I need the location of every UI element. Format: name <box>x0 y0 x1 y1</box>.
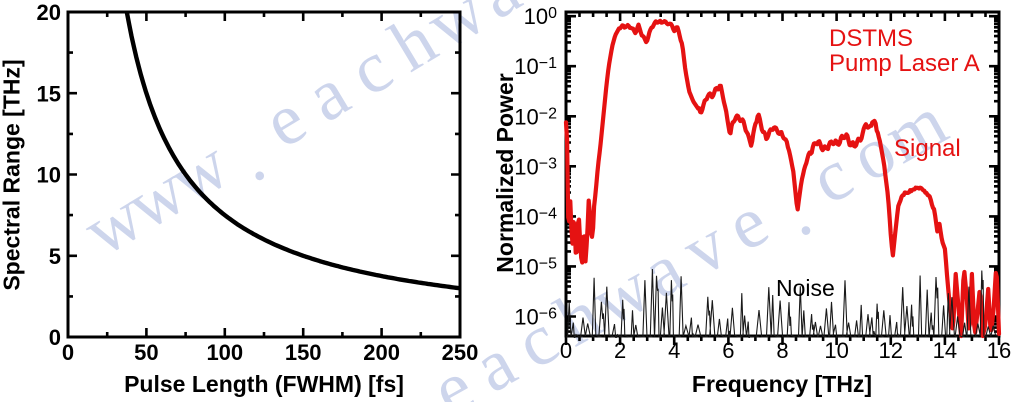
svg-text:0: 0 <box>560 338 572 363</box>
svg-text:100: 100 <box>206 340 243 365</box>
svg-text:DSTMS: DSTMS <box>829 25 913 52</box>
svg-text:6: 6 <box>722 338 734 363</box>
svg-text:Normalized Power: Normalized Power <box>492 73 518 272</box>
svg-text:10−6: 10−6 <box>514 305 557 330</box>
svg-text:Spectral Range [THz]: Spectral Range [THz] <box>0 59 25 290</box>
svg-text:12: 12 <box>879 338 903 363</box>
svg-text:10: 10 <box>824 338 848 363</box>
svg-text:Noise: Noise <box>776 275 835 301</box>
svg-text:5: 5 <box>49 244 61 269</box>
svg-text:14: 14 <box>933 338 957 363</box>
svg-text:8: 8 <box>776 338 788 363</box>
svg-text:16: 16 <box>987 338 1011 363</box>
svg-text:10: 10 <box>37 163 61 188</box>
svg-text:15: 15 <box>37 81 61 106</box>
svg-text:50: 50 <box>134 340 158 365</box>
svg-text:Signal: Signal <box>894 135 961 162</box>
svg-text:250: 250 <box>442 340 479 365</box>
svg-text:Pulse Length (FWHM) [fs]: Pulse Length (FWHM) [fs] <box>124 371 404 397</box>
svg-text:10−1: 10−1 <box>514 54 557 79</box>
svg-text:Pump Laser A: Pump Laser A <box>829 50 980 77</box>
svg-text:4: 4 <box>668 338 680 363</box>
svg-text:20: 20 <box>37 0 61 25</box>
svg-text:150: 150 <box>285 340 322 365</box>
svg-text:Frequency [THz]: Frequency [THz] <box>692 371 872 397</box>
svg-text:0: 0 <box>62 340 74 365</box>
svg-text:0: 0 <box>49 325 61 350</box>
svg-text:200: 200 <box>363 340 400 365</box>
svg-text:2: 2 <box>614 338 626 363</box>
